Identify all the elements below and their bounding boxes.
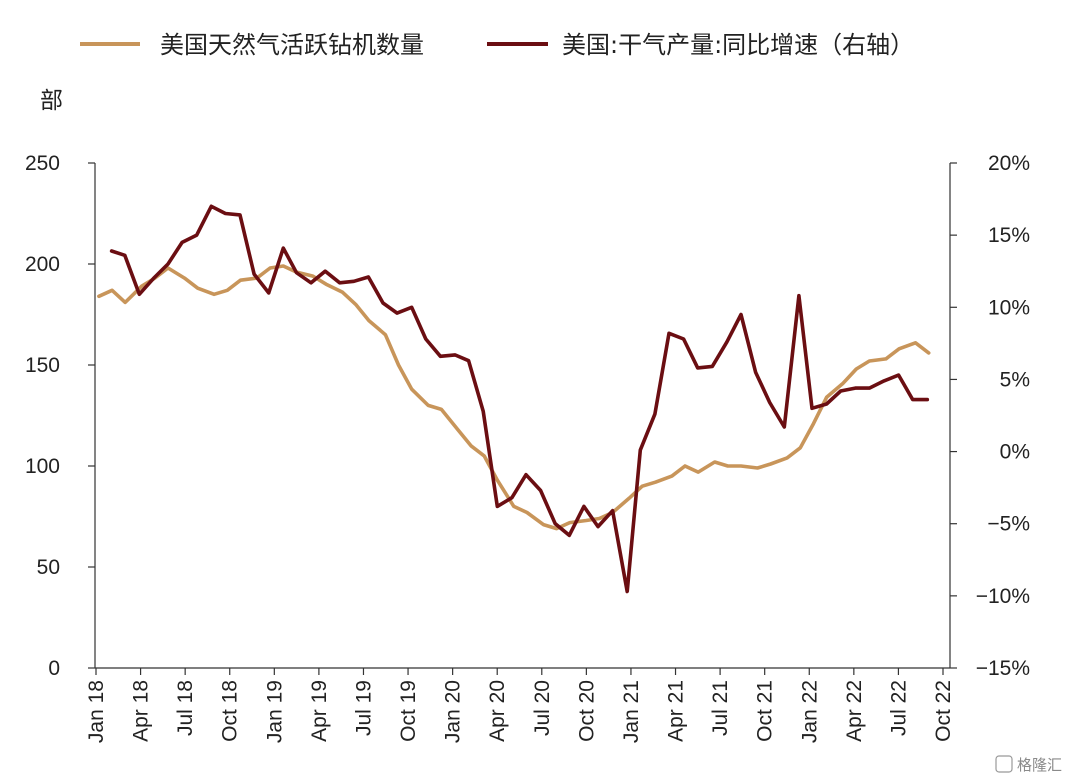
x-tick-label: Jan 21	[620, 680, 643, 743]
x-tick-label: Jan 22	[798, 680, 821, 743]
left-tick-label: 250	[25, 152, 60, 175]
x-tick-label: Jan 18	[85, 680, 108, 743]
series-line-2	[109, 204, 930, 594]
x-tick-label: Apr 18	[130, 680, 153, 742]
watermark: 格隆汇	[995, 755, 1062, 774]
right-tick-label: 0%	[1000, 441, 1030, 464]
x-tick-label: Oct 18	[219, 680, 242, 742]
x-tick-label: Jul 21	[709, 680, 732, 736]
series-line-1	[97, 264, 931, 531]
x-tick-label: Apr 21	[665, 680, 688, 742]
x-tick-label: Oct 20	[575, 680, 598, 742]
x-axis-ticks: Jan 18 Apr 18 Jul 18 Oct 18 Jan 19 Apr 19 Jul …	[85, 668, 955, 743]
left-tick-label: 0	[48, 657, 60, 680]
left-axis-unit-label: 部	[40, 88, 63, 114]
x-tick-label: Oct 19	[397, 680, 420, 742]
right-tick-label: 15%	[988, 224, 1030, 247]
axes: 0 50 100 150 200 250 −15% −10% −5% 0% 5% 10% 15% 20%…	[25, 152, 1030, 743]
x-tick-label: Jan 19	[263, 680, 286, 743]
x-tick-label: Apr 20	[486, 680, 509, 742]
legend: 美国天然气活跃钻机数量 美国:干气产量:同比增速（右轴）	[80, 31, 914, 59]
x-tick-label: Jul 18	[174, 680, 197, 736]
watermark-logo-icon	[995, 755, 1013, 773]
right-tick-label: 20%	[988, 152, 1030, 175]
watermark-text: 格隆汇	[1017, 756, 1062, 774]
right-tick-label: −15%	[976, 657, 1030, 680]
x-tick-label: Jan 20	[442, 680, 465, 743]
left-tick-label: 100	[25, 455, 60, 478]
right-tick-label: 5%	[1000, 368, 1030, 391]
legend-label-series1: 美国天然气活跃钻机数量	[160, 31, 424, 59]
x-tick-label: Jul 20	[531, 680, 554, 736]
right-axis-ticks: −15% −10% −5% 0% 5% 10% 15% 20%	[950, 152, 1030, 680]
legend-label-series2: 美国:干气产量:同比增速（右轴）	[562, 31, 914, 59]
x-tick-label: Apr 19	[308, 680, 331, 742]
x-tick-label: Jul 19	[352, 680, 375, 736]
x-tick-label: Oct 22	[932, 680, 955, 742]
left-tick-label: 150	[25, 354, 60, 377]
left-tick-label: 200	[25, 253, 60, 276]
left-tick-label: 50	[37, 556, 60, 579]
right-tick-label: 10%	[988, 296, 1030, 319]
right-tick-label: −10%	[976, 585, 1030, 608]
x-tick-label: Jul 22	[887, 680, 910, 736]
series-layer	[97, 204, 931, 594]
left-axis-ticks: 0 50 100 150 200 250	[25, 152, 95, 680]
right-tick-label: −5%	[987, 513, 1030, 536]
x-tick-label: Apr 22	[843, 680, 866, 742]
x-tick-label: Oct 21	[754, 680, 777, 742]
